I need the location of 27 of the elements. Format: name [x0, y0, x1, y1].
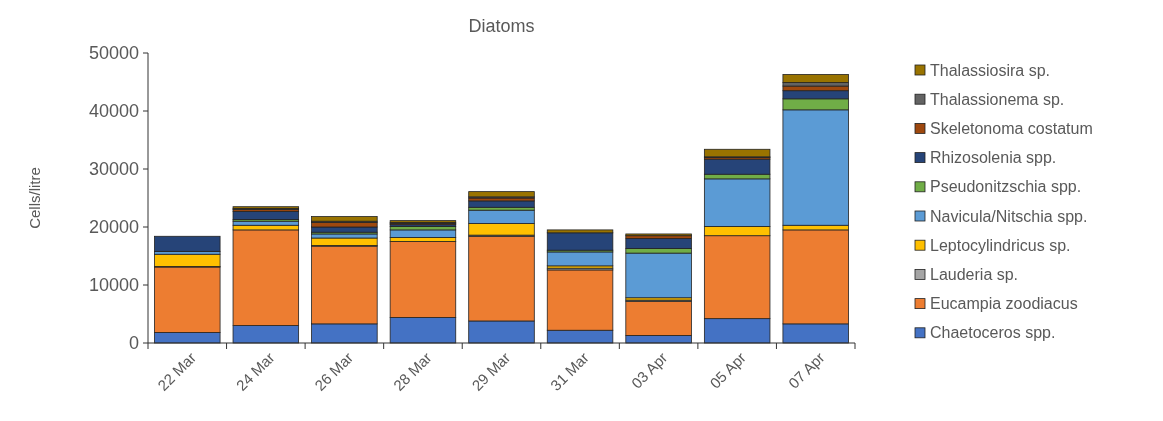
y-tick-label: 40000: [88, 101, 139, 122]
y-tick-label: 0: [128, 333, 139, 354]
x-tick-label: 07 Apr: [784, 348, 828, 392]
legend-label: Eucampia zoodiacus: [930, 295, 1078, 313]
legend-label: Leptocylindricus sp.: [930, 236, 1071, 254]
legend-label: Navicula/Nitschia spp.: [930, 207, 1088, 225]
legend-label: Pseudonitzschia spp.: [930, 178, 1082, 196]
legend-label: Thalassiosira sp.: [930, 61, 1051, 79]
chart-title: Diatoms: [468, 16, 535, 36]
x-tick-label: 31 Mar: [546, 348, 592, 394]
y-tick-label: 30000: [88, 159, 139, 180]
y-tick-label: 50000: [88, 43, 139, 64]
x-tick-label: 05 Apr: [706, 348, 749, 392]
x-tick-label: 24 Mar: [232, 348, 278, 394]
x-tick-label: 22 Mar: [154, 348, 200, 394]
x-tick-label: 29 Mar: [468, 348, 514, 394]
legend-label: Chaetoceros spp.: [930, 324, 1056, 342]
x-tick-label: 03 Apr: [627, 348, 671, 392]
legend-label: Lauderia sp.: [930, 266, 1019, 283]
legend-label: Rhizosolenia spp.: [930, 149, 1057, 167]
x-tick-label: 28 Mar: [389, 348, 435, 394]
legend-label: Thalassionema sp.: [930, 90, 1065, 108]
y-tick-label: 20000: [88, 217, 139, 238]
legend-label: Skeletonoma costatum: [930, 120, 1093, 137]
y-tick-label: 10000: [88, 275, 139, 296]
y-axis-title: Cells/litre: [26, 167, 43, 229]
x-tick-label: 26 Mar: [311, 348, 357, 394]
